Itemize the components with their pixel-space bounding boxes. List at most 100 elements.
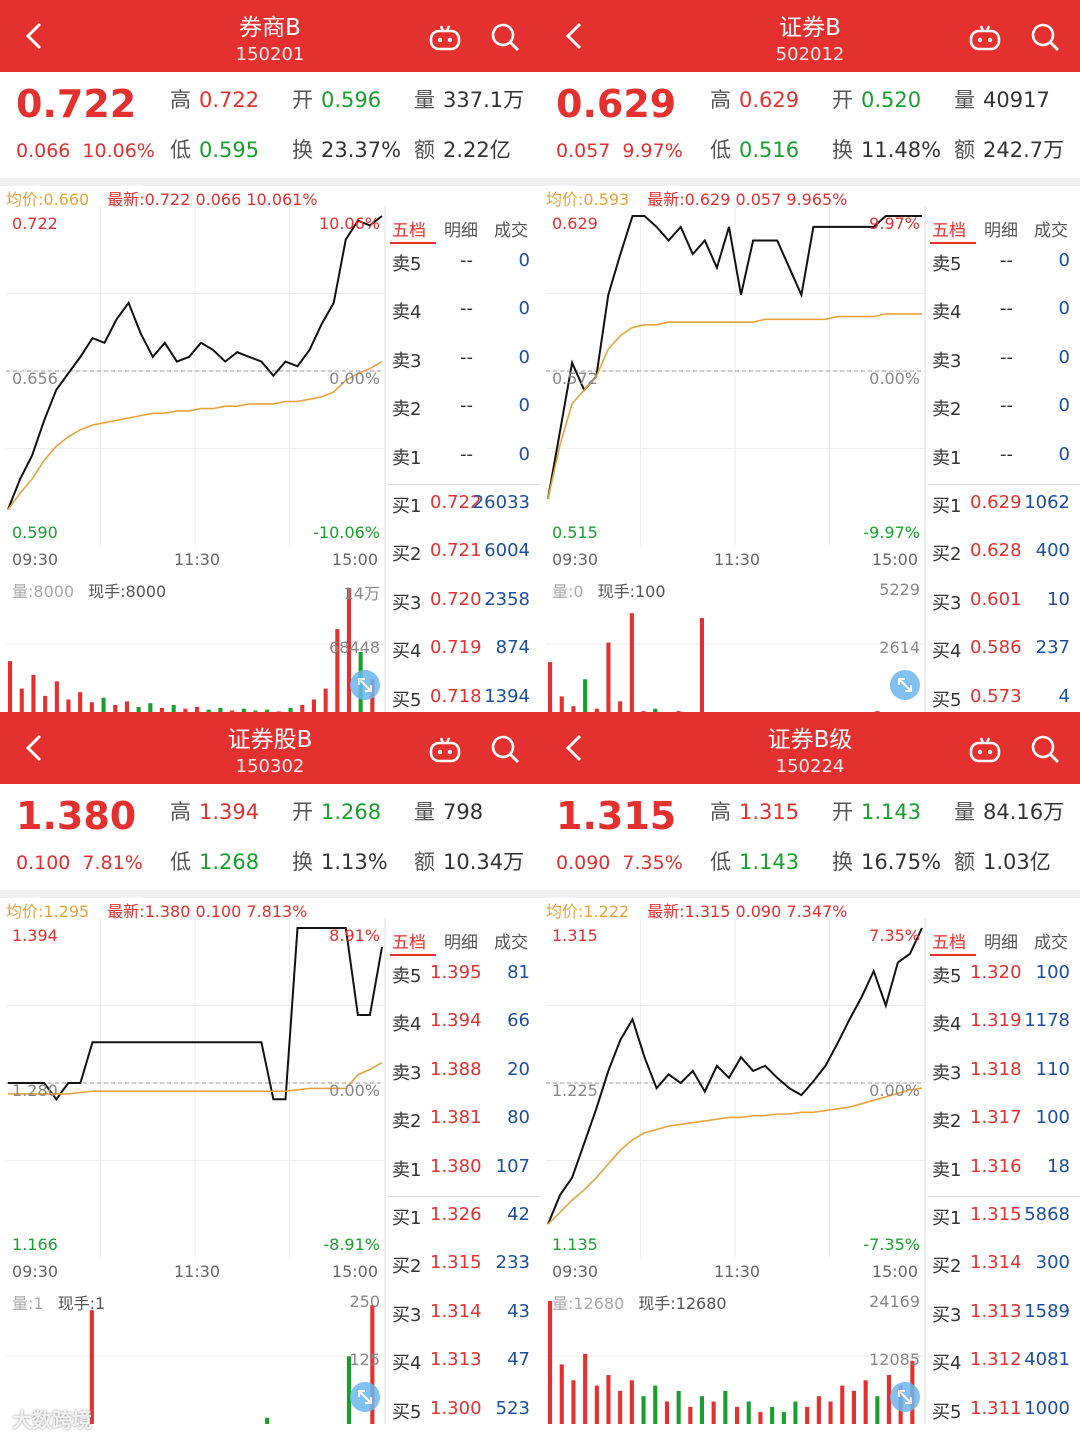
robot-icon[interactable]	[968, 736, 1002, 764]
volume-bar	[735, 1406, 740, 1424]
ask-row[interactable]: 卖4 1.394 66	[388, 1010, 540, 1040]
ask-row[interactable]: 卖3 -- 0	[388, 347, 540, 377]
quote-label: 额	[414, 850, 435, 874]
bid-level: 买3	[392, 593, 422, 614]
search-icon[interactable]	[1030, 22, 1060, 52]
robot-icon[interactable]	[428, 24, 462, 52]
bid-row[interactable]: 买5 1.311 1000	[928, 1398, 1080, 1424]
bid-row[interactable]: 买1 0.629 1062	[928, 492, 1080, 522]
axis-y-top: 0.722	[12, 214, 58, 233]
ask-row[interactable]: 卖5 1.320 100	[928, 962, 1080, 992]
expand-icon[interactable]	[350, 1382, 380, 1412]
expand-icon[interactable]	[890, 1382, 920, 1412]
tab-five-levels[interactable]: 五档	[392, 933, 426, 953]
chevron-left-icon[interactable]	[22, 732, 54, 764]
intraday-chart[interactable]	[6, 206, 384, 546]
bid-row[interactable]: 买1 1.326 42	[388, 1204, 540, 1234]
bid-row[interactable]: 买3 0.601 10	[928, 589, 1080, 619]
bid-level: 买5	[392, 690, 422, 711]
ask-price: --	[1000, 347, 1013, 368]
tab-details[interactable]: 明细	[984, 221, 1018, 241]
bid-row[interactable]: 买5 0.718 1394	[388, 686, 540, 712]
bid-row[interactable]: 买3 1.314 43	[388, 1301, 540, 1331]
ask-row[interactable]: 卖2 -- 0	[928, 395, 1080, 425]
ask-price: 1.380	[430, 1156, 482, 1177]
search-icon[interactable]	[490, 734, 520, 764]
chevron-left-icon[interactable]	[562, 732, 594, 764]
robot-icon[interactable]	[968, 24, 1002, 52]
tab-five-levels[interactable]: 五档	[392, 221, 426, 241]
ask-row[interactable]: 卖5 -- 0	[388, 250, 540, 280]
intraday-chart[interactable]	[546, 918, 924, 1258]
bid-row[interactable]: 买2 1.315 233	[388, 1252, 540, 1282]
bid-row[interactable]: 买1 0.722 26033	[388, 492, 540, 522]
tab-details[interactable]: 明细	[984, 933, 1018, 953]
bid-row[interactable]: 买5 0.573 4	[928, 686, 1080, 712]
volume-bar	[66, 699, 71, 712]
quote-label: 量	[414, 88, 435, 112]
ask-row[interactable]: 卖1 -- 0	[388, 444, 540, 474]
ask-row[interactable]: 卖3 -- 0	[928, 347, 1080, 377]
time-axis: 09:30 11:30 15:00	[546, 548, 924, 572]
volume-bar	[641, 1396, 646, 1424]
quote-amount: 额 10.34万	[414, 846, 524, 876]
volume-bar	[113, 705, 118, 712]
ask-level: 卖5	[392, 966, 422, 987]
chevron-left-icon[interactable]	[562, 20, 594, 52]
ask-row[interactable]: 卖4 1.319 1178	[928, 1010, 1080, 1040]
ask-row[interactable]: 卖2 -- 0	[388, 395, 540, 425]
ask-level: 卖1	[932, 448, 962, 469]
ask-row[interactable]: 卖4 -- 0	[388, 298, 540, 328]
expand-icon[interactable]	[890, 670, 920, 700]
bid-quantity: 1000	[1024, 1398, 1070, 1419]
ask-row[interactable]: 卖4 -- 0	[928, 298, 1080, 328]
search-icon[interactable]	[1030, 734, 1060, 764]
quote-low: 低 1.268	[170, 846, 259, 876]
bid-row[interactable]: 买2 0.721 6004	[388, 540, 540, 570]
volume-bar	[346, 1356, 351, 1424]
bid-row[interactable]: 买3 0.720 2358	[388, 589, 540, 619]
ask-row[interactable]: 卖2 1.381 80	[388, 1107, 540, 1137]
bid-price: 1.312	[970, 1349, 1022, 1370]
tab-trades[interactable]: 成交	[494, 933, 528, 953]
intraday-chart[interactable]	[546, 206, 924, 546]
ask-row[interactable]: 卖2 1.317 100	[928, 1107, 1080, 1137]
tab-five-levels[interactable]: 五档	[932, 221, 966, 241]
bid-row[interactable]: 买1 1.315 5868	[928, 1204, 1080, 1234]
bid-row[interactable]: 买4 1.312 4081	[928, 1349, 1080, 1379]
volume-chart	[6, 588, 384, 712]
tab-five-levels[interactable]: 五档	[932, 933, 966, 953]
chevron-left-icon[interactable]	[22, 20, 54, 52]
bid-row[interactable]: 买3 1.313 1589	[928, 1301, 1080, 1331]
last-price: 0.722	[16, 82, 137, 126]
ask-row[interactable]: 卖1 1.380 107	[388, 1156, 540, 1186]
ask-quantity: 0	[518, 347, 530, 368]
ask-row[interactable]: 卖3 1.388 20	[388, 1059, 540, 1089]
bid-row[interactable]: 买4 0.586 237	[928, 637, 1080, 667]
intraday-chart[interactable]	[6, 918, 384, 1258]
tab-trades[interactable]: 成交	[1034, 221, 1068, 241]
volume-bar	[31, 674, 36, 712]
ask-row[interactable]: 卖1 -- 0	[928, 444, 1080, 474]
bid-row[interactable]: 买4 1.313 47	[388, 1349, 540, 1379]
ask-row[interactable]: 卖1 1.316 18	[928, 1156, 1080, 1186]
bid-quantity: 874	[495, 637, 530, 658]
quote-value: 23.37%	[321, 138, 402, 162]
quote-value: 1.13%	[321, 850, 388, 874]
bid-row[interactable]: 买4 0.719 874	[388, 637, 540, 667]
tab-trades[interactable]: 成交	[1034, 933, 1068, 953]
ask-row[interactable]: 卖3 1.318 110	[928, 1059, 1080, 1089]
tab-details[interactable]: 明细	[444, 221, 478, 241]
ask-row[interactable]: 卖5 -- 0	[928, 250, 1080, 280]
search-icon[interactable]	[490, 22, 520, 52]
expand-icon[interactable]	[350, 670, 380, 700]
bid-level: 买1	[932, 496, 962, 517]
volume-bar	[723, 1390, 728, 1424]
bid-row[interactable]: 买2 0.628 400	[928, 540, 1080, 570]
bid-row[interactable]: 买2 1.314 300	[928, 1252, 1080, 1282]
bid-row[interactable]: 买5 1.300 523	[388, 1398, 540, 1424]
tab-trades[interactable]: 成交	[494, 221, 528, 241]
robot-icon[interactable]	[428, 736, 462, 764]
ask-row[interactable]: 卖5 1.395 81	[388, 962, 540, 992]
tab-details[interactable]: 明细	[444, 933, 478, 953]
